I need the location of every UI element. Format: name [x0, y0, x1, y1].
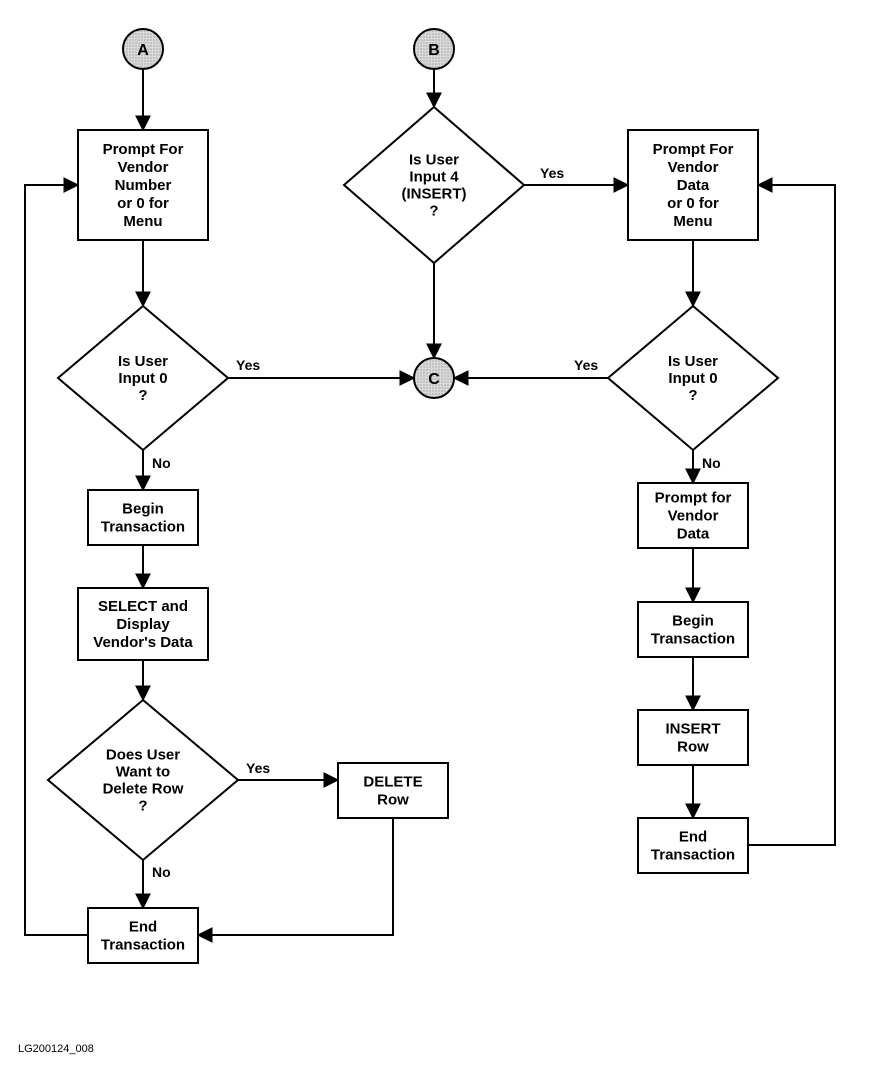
svg-text:DELETE: DELETE	[363, 774, 422, 791]
flowchart-diagram: ABCPrompt ForVendorNumberor 0 forMenuBeg…	[0, 0, 882, 1092]
svg-text:?: ?	[429, 203, 438, 220]
process-selectDisp: SELECT andDisplayVendor's Data	[78, 588, 208, 660]
svg-text:Input 0: Input 0	[118, 370, 167, 387]
process-beginTxL: BeginTransaction	[88, 490, 198, 545]
svg-text:?: ?	[138, 387, 147, 404]
svg-text:Is User: Is User	[118, 353, 168, 370]
svg-text:Display: Display	[116, 616, 170, 633]
svg-text:Data: Data	[677, 526, 710, 543]
process-endTxR: EndTransaction	[638, 818, 748, 873]
edge-deleteRow-to-endTxL	[198, 818, 393, 935]
edge-endTxL-loop-to-leftPrompt	[25, 185, 88, 935]
process-insertRow: INSERTRow	[638, 710, 748, 765]
connector-B-label: B	[428, 42, 440, 59]
process-beginTxR: BeginTransaction	[638, 602, 748, 657]
connector-C-label: C	[428, 371, 440, 388]
svg-text:or 0 for: or 0 for	[117, 195, 169, 212]
connector-A: A	[123, 29, 163, 69]
svg-text:Transaction: Transaction	[651, 631, 735, 648]
edge-label-input0L_no: No	[152, 455, 171, 471]
svg-text:Menu: Menu	[123, 213, 162, 230]
edge-endTxR-loop-to-rightPrompt	[748, 185, 835, 845]
edge-label-deleteQ_no: No	[152, 864, 171, 880]
svg-text:Input 0: Input 0	[668, 370, 717, 387]
connector-B: B	[414, 29, 454, 69]
svg-text:?: ?	[138, 798, 147, 815]
svg-text:Transaction: Transaction	[101, 937, 185, 954]
svg-text:Menu: Menu	[673, 213, 712, 230]
decision-input0R: Is UserInput 0?	[608, 306, 778, 450]
svg-text:INSERT: INSERT	[665, 721, 720, 738]
svg-text:Begin: Begin	[122, 501, 164, 518]
svg-text:(INSERT): (INSERT)	[402, 186, 467, 203]
process-leftPrompt: Prompt ForVendorNumberor 0 forMenu	[78, 130, 208, 240]
svg-text:Is User: Is User	[409, 152, 459, 169]
svg-text:or 0 for: or 0 for	[667, 195, 719, 212]
svg-text:Does User: Does User	[106, 747, 180, 764]
svg-text:Row: Row	[377, 792, 409, 809]
svg-text:Transaction: Transaction	[101, 519, 185, 536]
svg-text:Delete Row: Delete Row	[103, 781, 184, 798]
process-endTxL: EndTransaction	[88, 908, 198, 963]
svg-text:Data: Data	[677, 177, 710, 194]
connector-C: C	[414, 358, 454, 398]
svg-text:Is User: Is User	[668, 353, 718, 370]
svg-text:Transaction: Transaction	[651, 847, 735, 864]
svg-text:End: End	[129, 919, 157, 936]
svg-text:Vendor: Vendor	[668, 508, 719, 525]
svg-text:?: ?	[688, 387, 697, 404]
process-deleteRow: DELETERow	[338, 763, 448, 818]
svg-text:Want to: Want to	[116, 764, 170, 781]
svg-text:Prompt For: Prompt For	[103, 141, 184, 158]
edge-label-input4_yes: Yes	[540, 165, 564, 181]
process-promptVD: Prompt forVendorData	[638, 483, 748, 548]
svg-text:Number: Number	[115, 177, 172, 194]
decision-input4: Is UserInput 4(INSERT)?	[344, 107, 524, 263]
svg-text:Prompt for: Prompt for	[655, 490, 732, 507]
svg-text:Vendor's Data: Vendor's Data	[93, 634, 193, 651]
decision-deleteQ: Does UserWant toDelete Row?	[48, 700, 238, 860]
edge-label-input0R_no: No	[702, 455, 721, 471]
edge-label-input0L_yes: Yes	[236, 357, 260, 373]
svg-text:Prompt For: Prompt For	[653, 141, 734, 158]
svg-text:Vendor: Vendor	[118, 159, 169, 176]
svg-text:End: End	[679, 829, 707, 846]
svg-text:Input 4: Input 4	[409, 169, 459, 186]
svg-text:Vendor: Vendor	[668, 159, 719, 176]
figure-id: LG200124_008	[18, 1043, 94, 1055]
svg-text:Begin: Begin	[672, 613, 714, 630]
connector-A-label: A	[137, 42, 149, 59]
edge-label-input0R_yes: Yes	[574, 357, 598, 373]
svg-text:Row: Row	[677, 739, 709, 756]
edge-label-deleteQ_yes: Yes	[246, 760, 270, 776]
process-rightPrompt: Prompt ForVendorDataor 0 forMenu	[628, 130, 758, 240]
svg-text:SELECT and: SELECT and	[98, 598, 188, 615]
decision-input0L: Is UserInput 0?	[58, 306, 228, 450]
